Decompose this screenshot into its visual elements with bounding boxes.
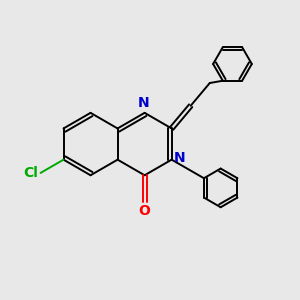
Text: O: O <box>139 204 151 218</box>
Text: N: N <box>137 97 149 110</box>
Text: Cl: Cl <box>23 166 38 180</box>
Text: N: N <box>174 151 186 165</box>
